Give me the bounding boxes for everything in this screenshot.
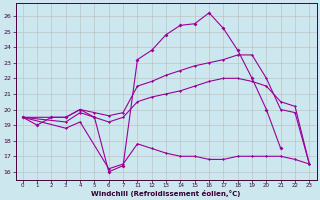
X-axis label: Windchill (Refroidissement éolien,°C): Windchill (Refroidissement éolien,°C) — [92, 190, 241, 197]
